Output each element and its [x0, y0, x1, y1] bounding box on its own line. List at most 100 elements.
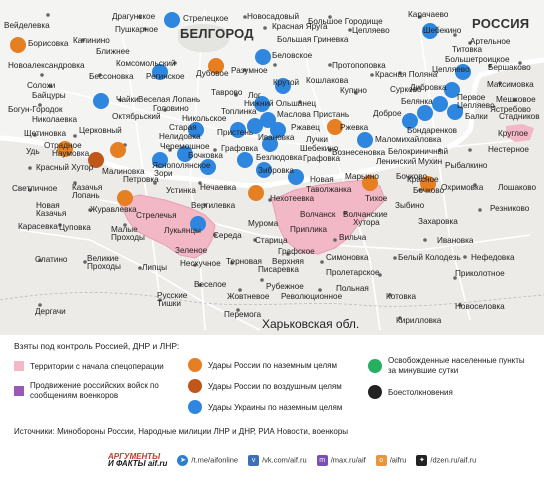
legend-title: Взяты под контроль Россией, ДНР и ЛНР: — [14, 341, 180, 351]
place-label: Таврово — [211, 88, 243, 97]
place-label: Николаевка — [32, 115, 78, 124]
place-label: Проходы — [87, 262, 121, 271]
place-label: Бочково — [413, 186, 445, 195]
legend-combat: Боестолкновения — [368, 385, 453, 399]
place-label: Яснополянское — [152, 161, 211, 170]
legend: Взяты под контроль Россией, ДНР и ЛНР: Т… — [0, 335, 544, 492]
place-label: Великие — [87, 254, 119, 263]
place-label: Приколотное — [455, 269, 505, 278]
place-label: Ястребово — [490, 105, 531, 114]
place-label: Дибровка — [410, 83, 447, 92]
place-label: Волчанские — [343, 210, 388, 219]
place-label: Новосадовый — [247, 12, 300, 21]
place-label: Черемошное — [160, 142, 210, 151]
place-label: Бочковка — [188, 151, 223, 160]
place-label: Лукьянцы — [164, 226, 201, 235]
place-label: Новая — [36, 201, 60, 210]
place-label: Богун-Городок — [8, 105, 63, 114]
place-label: Протопоповка — [332, 61, 386, 70]
place-label: Тихое — [365, 194, 388, 203]
place-label: Петровка — [123, 175, 159, 184]
place-label: Нижний Ольшанец — [244, 99, 317, 108]
legend-label: Освобожденные населенные пункты за минув… — [388, 356, 525, 375]
place-label: Ивановка — [437, 236, 474, 245]
place-label: Польная — [336, 284, 369, 293]
place-label: Красный Хутор — [36, 163, 94, 172]
telegram-link[interactable]: ➤/t.me/aifonline — [177, 454, 239, 466]
place-label: Новая — [310, 175, 334, 184]
place-label: Ржавец — [291, 123, 320, 132]
map-graphics — [0, 9, 544, 331]
place-label: Бондаренков — [407, 126, 457, 135]
place-label: Зыбино — [395, 201, 425, 210]
place-label: Красная Поляна — [375, 70, 438, 79]
place-label: Белянка — [401, 97, 433, 106]
place-label: Шебекино — [423, 26, 462, 35]
link-text: /t.me/aifonline — [191, 455, 239, 465]
place-label: Русские — [157, 291, 188, 300]
dzen-link[interactable]: ✦/dzen.ru/aif.ru — [416, 454, 476, 466]
place-label: Сурково — [390, 85, 422, 94]
place-label: Лог — [248, 91, 261, 100]
place-label: Марьино — [345, 172, 379, 181]
place-label: Красная Яруга — [272, 22, 328, 31]
place-label: Бессоновка — [89, 72, 134, 81]
logo-line2: И ФАКТЫ aif.ru — [108, 459, 168, 469]
place-label: Проходы — [111, 233, 145, 242]
place-label: Бочково — [396, 172, 428, 181]
link-text: /max.ru/aif — [330, 455, 366, 465]
place-label: Лошаково — [498, 183, 537, 192]
place-label: Комсомольский — [116, 59, 176, 68]
place-label: Большетроицкое — [445, 55, 510, 64]
place-label: Графовка — [221, 144, 259, 153]
place-label: Первое — [457, 93, 486, 102]
ukraine-ground-icon — [188, 400, 202, 414]
place-label: Разумное — [231, 66, 268, 75]
place-label: Удь — [26, 147, 40, 156]
place-label: Цепляево — [352, 26, 390, 35]
place-label: Дергачи — [35, 307, 66, 316]
place-label: Цепляево — [432, 65, 470, 74]
link-text: /vk.com/aif.ru — [262, 455, 307, 465]
place-label: Нечаевка — [200, 183, 237, 192]
place-label: Устинка — [166, 186, 196, 195]
vk-icon: v — [248, 454, 260, 466]
dzen-icon: ✦ — [416, 454, 428, 466]
territory-swatch — [14, 361, 24, 371]
place-label: Пролетарское — [326, 268, 380, 277]
place-label: Ленинский — [376, 157, 417, 166]
place-label: Маслова Пристань — [277, 110, 350, 119]
vk-link[interactable]: v/vk.com/aif.ru — [248, 454, 307, 466]
place-label: Титовка — [452, 45, 483, 54]
place-label: Несхучное — [180, 259, 221, 268]
legend-advance: Продвижение российских войск по сообщени… — [14, 381, 180, 400]
legend-label: Территории с начала спецоперации — [30, 361, 164, 371]
place-label: Малиновка — [102, 167, 145, 176]
ok-icon: o — [375, 454, 387, 466]
place-label: Старая — [169, 123, 197, 132]
place-label: Максимовка — [487, 80, 534, 89]
place-label: Захаровка — [418, 217, 458, 226]
place-label: Зори — [154, 169, 173, 178]
map: Вейделевка Борисовка Драгунское Стрелецк… — [0, 0, 544, 335]
place-label: Лопань — [72, 191, 100, 200]
place-label: Ивановка — [258, 133, 295, 142]
ok-link[interactable]: o/aifru — [375, 454, 406, 466]
place-label: Никольское — [182, 114, 227, 123]
place-label: Котовка — [386, 292, 417, 301]
max-link[interactable]: m/max.ru/aif — [316, 454, 366, 466]
place-label: Середа — [213, 231, 242, 240]
place-label: Тишки — [157, 299, 181, 308]
place-label: Мешковое — [496, 95, 536, 104]
place-label: Охримовка — [441, 183, 484, 192]
legend-label: Удары России по наземным целям — [208, 360, 337, 370]
place-label: Казачья — [72, 183, 103, 192]
place-label: Новоселовка — [455, 302, 505, 311]
place-label: Рыбалкино — [445, 161, 488, 170]
place-label: Головино — [153, 104, 189, 113]
place-label: Таволжанка — [306, 185, 352, 194]
place-label: Казачья — [36, 209, 67, 218]
logo-line1: АРГУМЕНТЫ — [108, 452, 161, 461]
place-label: Зеленое — [175, 246, 208, 255]
place-label: Безлюдовка — [256, 153, 303, 162]
